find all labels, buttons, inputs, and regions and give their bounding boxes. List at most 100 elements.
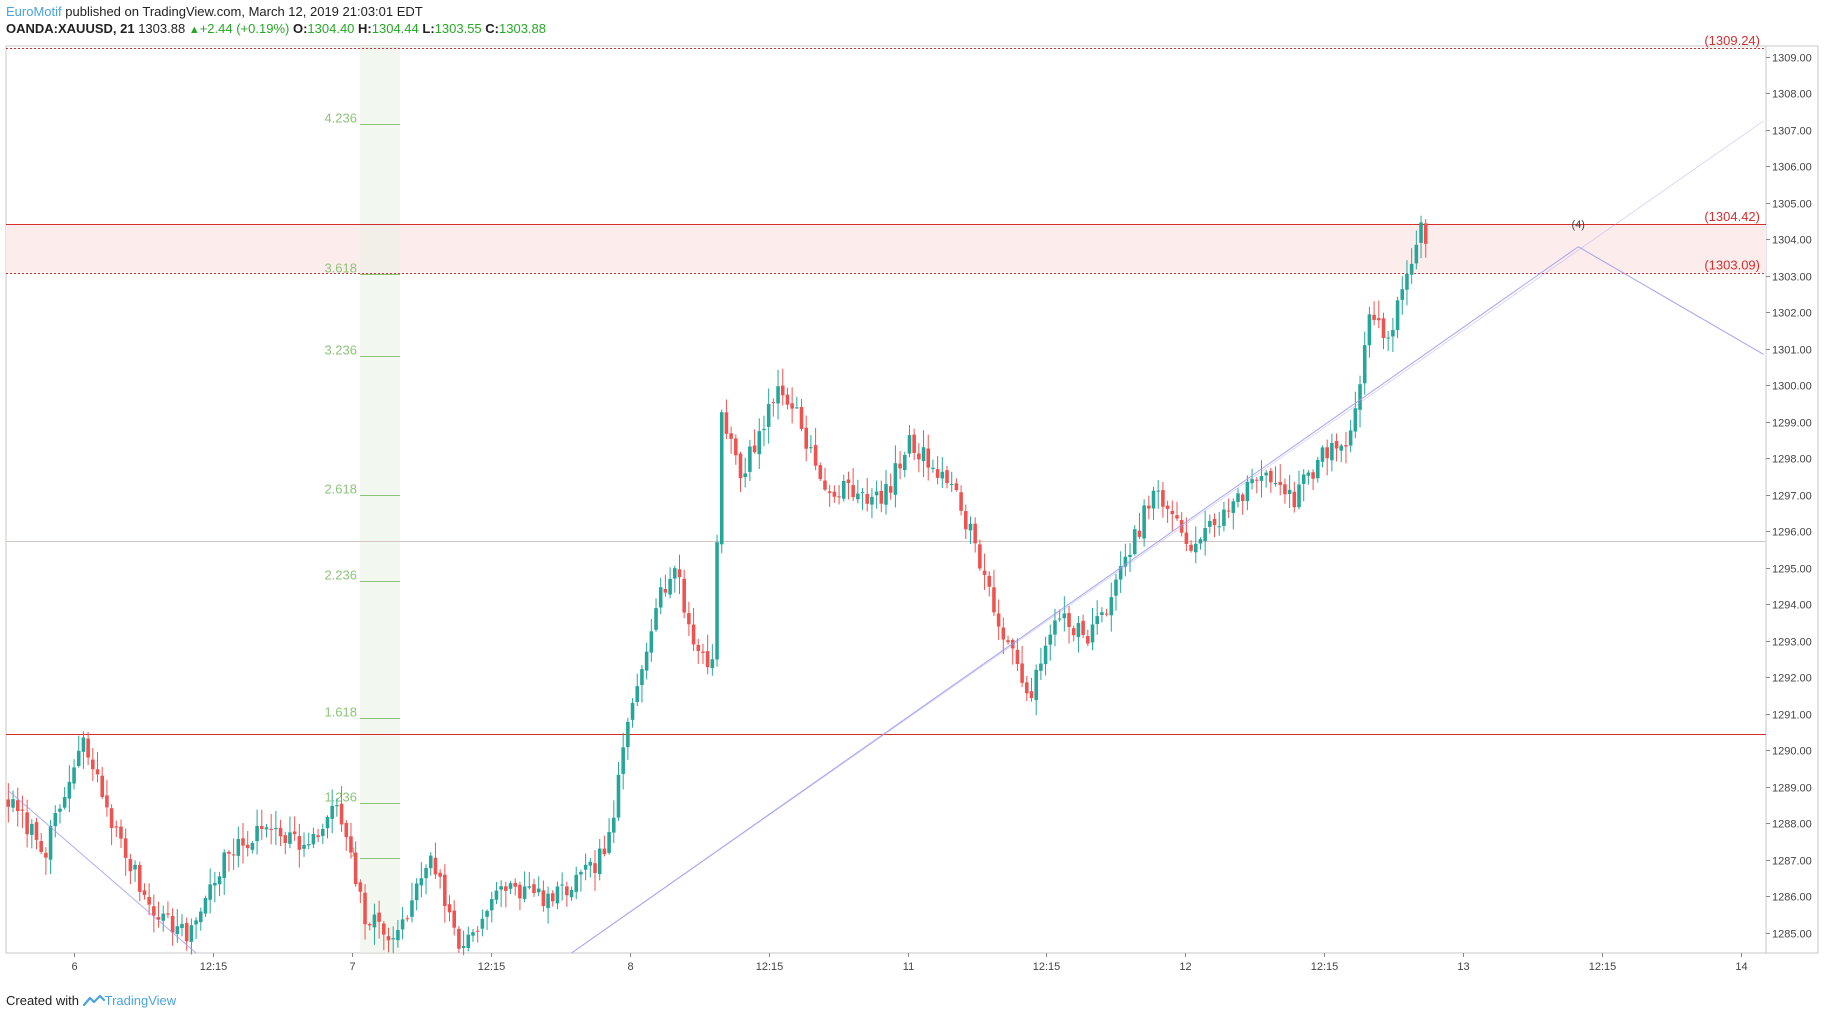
candle-body (663, 588, 668, 593)
candle-body (405, 918, 410, 920)
candle (1283, 478, 1287, 504)
candle (1339, 443, 1344, 463)
candle (917, 443, 921, 473)
candle (452, 900, 456, 936)
candle-body (410, 900, 414, 917)
candle (884, 469, 888, 515)
candle (1372, 301, 1376, 326)
candle-body (466, 934, 471, 949)
candle-body (306, 844, 311, 846)
candle (58, 804, 62, 824)
last-price: 1303.88 (138, 21, 186, 36)
candle (485, 909, 489, 930)
candle-body (715, 542, 719, 660)
candle-body (522, 886, 527, 899)
trendline (8, 790, 197, 954)
candle-body (1043, 645, 1048, 665)
candle (6, 783, 11, 823)
candle-body (58, 808, 62, 812)
candle (1306, 470, 1311, 485)
candle-body (269, 828, 273, 830)
candle (372, 903, 377, 945)
candle-body (1189, 544, 1193, 551)
candle-body (1395, 300, 1400, 331)
candle (987, 571, 992, 597)
candle-body (372, 914, 377, 928)
candle (147, 883, 151, 916)
resistance-zone (6, 224, 1766, 273)
candle-body (799, 406, 804, 429)
candle (443, 864, 447, 923)
candle (959, 485, 963, 516)
candle-body (771, 402, 776, 404)
candle-body (241, 838, 245, 846)
candle-body (1090, 624, 1095, 643)
candle (133, 860, 137, 882)
candle-body (1297, 484, 1301, 508)
candle-body (743, 473, 747, 478)
candle-body (1020, 663, 1024, 683)
candle (799, 398, 804, 432)
candle (621, 732, 625, 790)
created-with-text: Created with (6, 993, 79, 1008)
candle (790, 387, 794, 424)
candle (428, 852, 433, 876)
candle (597, 838, 602, 881)
candle-body (978, 544, 982, 569)
price-tick-label: 1299.00 (1772, 418, 1812, 430)
candle-body (968, 523, 973, 531)
candle-body (302, 844, 306, 849)
close-label: C: (485, 21, 500, 36)
candle-body (142, 890, 147, 895)
candle-body (25, 812, 29, 835)
candle (438, 869, 442, 889)
candle (654, 598, 658, 632)
candle (1034, 664, 1038, 716)
price-tick-label: 1290.00 (1772, 746, 1812, 758)
candle-body (349, 836, 353, 853)
symbol-label[interactable]: OANDA:XAUUSD, 21 (6, 21, 135, 36)
candle-body (76, 750, 81, 766)
candle-body (6, 799, 11, 807)
candle-body (1306, 472, 1311, 476)
candle-body (414, 883, 419, 901)
candle (724, 399, 729, 440)
candle-body (832, 491, 837, 497)
candle (1006, 635, 1010, 645)
candle-body (1076, 623, 1081, 638)
candle-body (1147, 505, 1151, 509)
fib-level-label: 2.618 (324, 482, 357, 497)
candle (302, 832, 306, 857)
candle-body (959, 492, 963, 511)
candle-body (921, 447, 926, 462)
tradingview-brand[interactable]: TradingView (104, 993, 177, 1008)
candle (968, 516, 973, 545)
candle-body (1151, 490, 1156, 509)
candle (809, 435, 813, 454)
candle (541, 880, 546, 912)
candle-body (992, 587, 996, 613)
candle-body (1179, 519, 1184, 533)
trendline (1578, 246, 1764, 355)
candle (76, 735, 81, 768)
candle (893, 445, 898, 508)
fib-level-label: 3.236 (324, 343, 357, 358)
time-tick-label: 12 (1179, 961, 1191, 973)
candle (419, 862, 424, 898)
candle (841, 474, 846, 502)
author-link[interactable]: EuroMotif (6, 4, 62, 19)
candle-body (982, 570, 987, 575)
candle (269, 814, 273, 845)
candle-body (1184, 532, 1189, 544)
candle (719, 409, 724, 554)
candle-body (630, 702, 635, 720)
candle (1043, 636, 1048, 676)
trendline (571, 120, 1764, 954)
candle-body (180, 923, 184, 928)
candle-body (1057, 618, 1062, 620)
candle (123, 828, 128, 876)
candle (851, 467, 855, 502)
candle (321, 823, 325, 844)
candle (203, 895, 208, 918)
